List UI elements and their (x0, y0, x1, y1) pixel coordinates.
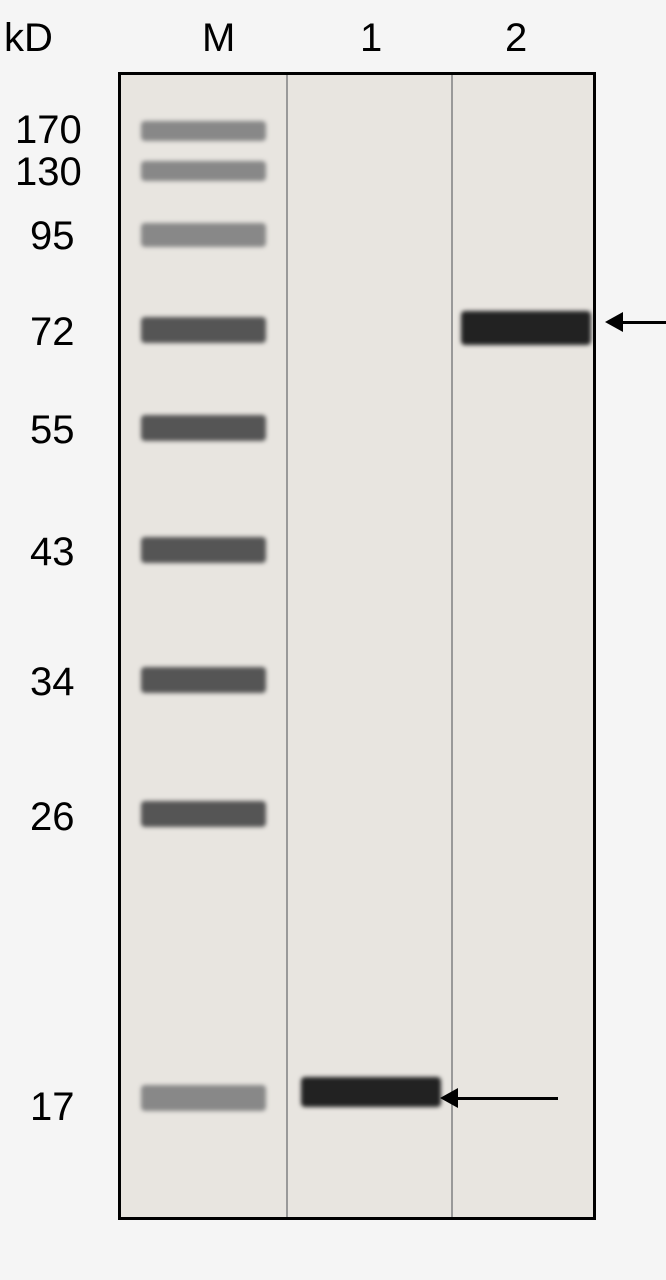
blot-membrane (118, 72, 596, 1220)
mw-label-130: 130 (15, 150, 82, 195)
marker-band-34 (141, 667, 266, 693)
marker-band-170 (141, 121, 266, 141)
lane-label-2: 2 (505, 16, 527, 61)
mw-label-34: 34 (30, 660, 75, 705)
mw-label-72: 72 (30, 310, 75, 355)
axis-unit-label: kD (4, 16, 53, 61)
marker-band-130 (141, 161, 266, 181)
lane-label-marker: M (202, 16, 235, 61)
mw-label-17: 17 (30, 1085, 75, 1130)
arrow-line (458, 1097, 558, 1100)
marker-band-43 (141, 537, 266, 563)
mw-label-95: 95 (30, 214, 75, 259)
marker-band-95 (141, 223, 266, 247)
marker-band-17 (141, 1085, 266, 1111)
marker-band-55 (141, 415, 266, 441)
lane-divider-1 (286, 75, 288, 1217)
mw-label-55: 55 (30, 408, 75, 453)
arrow-line (623, 321, 666, 324)
arrow-indicator-72kd (605, 312, 666, 332)
mw-label-26: 26 (30, 795, 75, 840)
sample-band-lane2 (461, 311, 591, 345)
arrow-head-icon (440, 1088, 458, 1108)
marker-band-26 (141, 801, 266, 827)
western-blot-figure: kD M 1 2 170 130 95 72 55 43 34 26 17 (0, 0, 666, 1280)
marker-band-72 (141, 317, 266, 343)
lane-divider-2 (451, 75, 453, 1217)
mw-label-170: 170 (15, 108, 82, 153)
mw-label-43: 43 (30, 530, 75, 575)
sample-band-lane1 (301, 1077, 441, 1107)
arrow-indicator-17kd (440, 1088, 558, 1108)
arrow-head-icon (605, 312, 623, 332)
lane-label-1: 1 (360, 16, 382, 61)
